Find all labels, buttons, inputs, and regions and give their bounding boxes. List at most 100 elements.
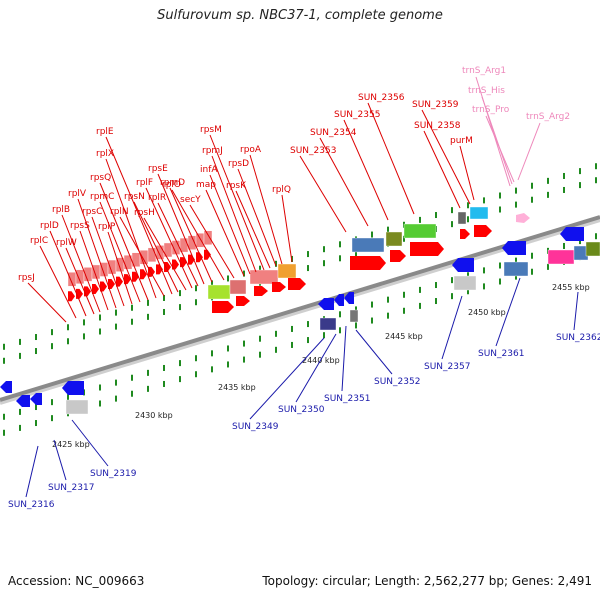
reverse-label-leader — [355, 329, 393, 375]
reverse-label-leader — [495, 277, 521, 347]
forward-gene-arrow — [410, 242, 444, 256]
forward-gene-label: infA — [200, 165, 218, 175]
forward-gene-label: purM — [450, 136, 473, 146]
forward-gene-label: SUN_2356 — [358, 93, 405, 103]
reverse-label-leader — [249, 337, 325, 420]
forward-label-leader — [211, 155, 257, 273]
forward-label-leader — [281, 194, 293, 263]
gene-block — [229, 279, 247, 295]
forward-gene-label: rplP — [98, 222, 116, 232]
reverse-gene-arrow — [344, 292, 354, 304]
trna-gene-label: trnS_His — [468, 86, 505, 96]
forward-label-leader — [65, 247, 95, 315]
reverse-gene-label: SUN_2361 — [478, 349, 524, 359]
forward-gene-label: rpmD — [160, 178, 185, 188]
reverse-gene-label: SUN_2350 — [278, 405, 325, 415]
forward-label-leader — [143, 217, 187, 291]
forward-label-leader — [171, 189, 225, 281]
forward-gene-arrow — [84, 286, 91, 297]
forward-gene-label: rplD — [40, 221, 59, 231]
forward-gene-arrow — [390, 250, 406, 262]
forward-label-leader — [343, 119, 389, 221]
scale-label: 2435 kbp — [218, 383, 256, 392]
forward-gene-label: SUN_2354 — [310, 128, 357, 138]
forward-gene-arrow — [92, 283, 99, 294]
forward-gene-label: rplO — [162, 180, 181, 190]
trna-gene-label: trnS_Pro — [472, 105, 510, 115]
trna-label-leader — [481, 96, 513, 185]
reverse-label-leader — [573, 291, 579, 331]
forward-gene-arrow — [148, 266, 155, 277]
forward-label-leader — [209, 134, 265, 271]
forward-gene-arrow — [156, 264, 163, 275]
trna-gene-glyph — [516, 213, 530, 223]
chromosome-backbone — [0, 215, 600, 402]
forward-gene-label: rpsE — [148, 164, 168, 174]
forward-gene-label: rplE — [96, 127, 114, 137]
reverse-gene-label: SUN_2319 — [90, 469, 137, 479]
forward-gene-label: rplV — [68, 189, 87, 199]
forward-label-leader — [189, 204, 235, 279]
forward-label-leader — [133, 201, 179, 293]
reverse-label-leader — [71, 419, 109, 467]
forward-label-leader — [319, 137, 369, 227]
forward-label-leader — [235, 190, 271, 269]
reverse-gene-arrow — [502, 241, 526, 255]
forward-gene-arrow — [288, 278, 306, 290]
forward-gene-label: rpoA — [240, 145, 262, 155]
forward-gene-arrow — [204, 249, 211, 260]
forward-gene-arrow — [108, 279, 115, 290]
forward-label-leader — [49, 230, 87, 317]
trna-gene-label: trnS_Arg2 — [526, 112, 570, 122]
forward-label-leader — [105, 136, 173, 295]
reverse-gene-label: SUN_2362 — [556, 333, 600, 343]
forward-gene-arrow — [116, 276, 123, 287]
forward-gene-arrow — [100, 281, 107, 292]
gene-block-pink — [547, 249, 575, 265]
gene-block-cyan — [469, 206, 489, 220]
forward-gene-label: rpmC — [90, 192, 114, 202]
forward-label-leader — [367, 102, 415, 215]
gene-block-green — [403, 223, 437, 239]
forward-label-leader — [77, 198, 117, 309]
forward-gene-label: map — [196, 180, 216, 190]
reverse-label-leader — [25, 445, 39, 498]
forward-label-leader — [107, 231, 133, 305]
gene-block-grey — [65, 399, 89, 415]
forward-gene-arrow — [474, 225, 492, 237]
gene-block-grey — [349, 309, 359, 323]
forward-gene-label: rpsM — [200, 125, 222, 135]
reverse-gene-label: SUN_2317 — [48, 483, 94, 493]
forward-label-leader — [205, 189, 245, 277]
gene-block-grey — [457, 211, 467, 225]
forward-gene-label: SUN_2355 — [334, 110, 380, 120]
ribosomal-gene-block — [249, 269, 279, 285]
forward-label-leader — [105, 158, 157, 299]
forward-gene-label: rplR — [148, 193, 166, 203]
scale-label: 2450 kbp — [468, 308, 506, 317]
forward-gene-label: rpsD — [228, 159, 249, 169]
accession-text: Accession: NC_009663 — [8, 574, 145, 588]
scale-label: 2425 kbp — [52, 440, 90, 449]
forward-gene-label: rpsH — [134, 208, 155, 218]
reverse-gene-arrow — [62, 381, 84, 395]
forward-gene-label: rplX — [96, 149, 114, 159]
gene-block-grey — [453, 275, 477, 291]
forward-label-leader — [79, 230, 109, 311]
forward-label-leader — [61, 214, 101, 313]
forward-gene-label: rplN — [110, 207, 129, 217]
forward-gene-label: rplC — [30, 236, 48, 246]
gene-block-olive — [585, 241, 600, 257]
forward-label-leader — [99, 201, 141, 303]
forward-gene-arrow — [140, 269, 147, 280]
reverse-label-leader — [53, 439, 67, 481]
trna-label-leader — [517, 122, 541, 181]
trna-gene-label: trnS_Arg1 — [462, 66, 506, 76]
forward-gene-label: secY — [180, 195, 201, 205]
ribosomal-gene-block — [203, 230, 213, 245]
forward-gene-arrow — [272, 282, 286, 292]
reverse-gene-label: SUN_2357 — [424, 362, 470, 372]
forward-label-leader — [459, 145, 475, 201]
forward-gene-arrow — [124, 274, 131, 285]
forward-label-leader — [299, 155, 347, 233]
